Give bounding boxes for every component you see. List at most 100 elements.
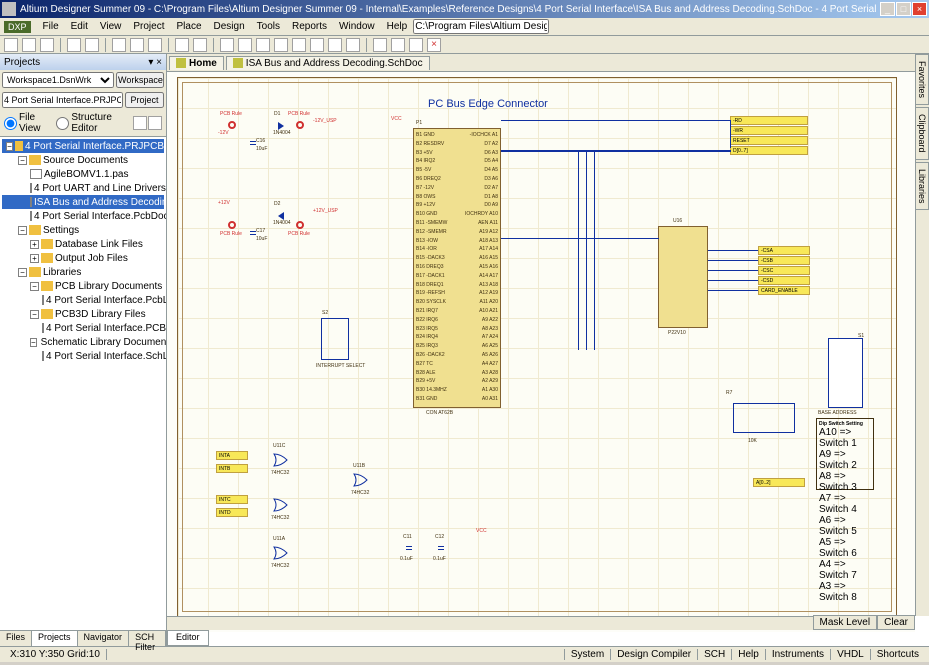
bt-mask[interactable]: Mask Level — [813, 615, 878, 630]
tb-redo-icon[interactable] — [193, 38, 207, 52]
editor-tab[interactable]: Editor — [167, 630, 209, 646]
horizontal-scrollbar[interactable] — [167, 616, 915, 630]
tb-align-icon[interactable] — [391, 38, 405, 52]
tb-sheet-icon[interactable] — [346, 38, 360, 52]
options-icon[interactable] — [148, 116, 162, 130]
schematic-canvas[interactable]: PC Bus Edge Connector B1 GNDB2 RESDRVB3 … — [167, 72, 915, 632]
tb-cut-icon[interactable] — [112, 38, 126, 52]
tree-libs[interactable]: Libraries — [43, 267, 81, 278]
diode-d1[interactable] — [278, 122, 284, 130]
project-tree[interactable]: −4 Port Serial Interface.PRJPCB −Source … — [0, 137, 166, 630]
port-intb[interactable]: INTB — [216, 464, 248, 473]
tree-pcblib1[interactable]: 4 Port Serial Interface.PcbLib — [46, 295, 166, 306]
tree-f3[interactable]: ISA Bus and Address Decoding.S — [34, 197, 166, 208]
fileview-radio[interactable]: File View — [4, 112, 50, 134]
port-csd[interactable]: -CSD — [758, 276, 810, 285]
tb-wire-icon[interactable] — [256, 38, 270, 52]
menu-project[interactable]: Project — [127, 19, 170, 34]
tree-f1[interactable]: AgileBOMV1.1.pas — [44, 169, 129, 180]
tb-part-icon[interactable] — [328, 38, 342, 52]
project-button[interactable]: Project — [125, 92, 164, 108]
project-input[interactable] — [2, 92, 123, 108]
tb-copy-icon[interactable] — [130, 38, 144, 52]
port-reset[interactable]: RESET — [730, 136, 808, 145]
tb-select-icon[interactable] — [220, 38, 234, 52]
tb-port-icon[interactable] — [310, 38, 324, 52]
port-a02[interactable]: A[0..2] — [753, 478, 805, 487]
refresh-icon[interactable] — [133, 116, 147, 130]
tb-xref-icon[interactable] — [409, 38, 423, 52]
vtab-favorites[interactable]: Favorites — [915, 54, 929, 105]
tab-home[interactable]: Home — [169, 56, 224, 70]
port-rd[interactable]: -RD — [730, 116, 808, 125]
tb-move-icon[interactable] — [238, 38, 252, 52]
tree-src[interactable]: Source Documents — [43, 155, 128, 166]
port-intd[interactable]: INTD — [216, 508, 248, 517]
status-help[interactable]: Help — [731, 649, 765, 660]
status-dc[interactable]: Design Compiler — [610, 649, 697, 660]
port-wr[interactable]: -WR — [730, 126, 808, 135]
port-csa[interactable]: -CSA — [758, 246, 810, 255]
tb-close-icon[interactable]: × — [427, 38, 441, 52]
menu-view[interactable]: View — [94, 19, 128, 34]
port-d07[interactable]: D[0..7] — [730, 146, 808, 155]
tb-new-icon[interactable] — [4, 38, 18, 52]
status-short[interactable]: Shortcuts — [870, 649, 925, 660]
ic-u16[interactable] — [658, 226, 708, 328]
gate-u11d[interactable] — [273, 498, 295, 512]
cap-c11[interactable] — [406, 543, 412, 553]
menu-edit[interactable]: Edit — [65, 19, 94, 34]
close-button[interactable]: × — [912, 2, 927, 16]
tb-open-icon[interactable] — [22, 38, 36, 52]
menu-file[interactable]: File — [37, 19, 65, 34]
tree-dblink[interactable]: Database Link Files — [55, 239, 143, 250]
status-system[interactable]: System — [564, 649, 610, 660]
tree-schlib1[interactable]: 4 Port Serial Interface.SchLib — [46, 351, 166, 362]
bt-clear[interactable]: Clear — [877, 615, 915, 630]
tb-undo-icon[interactable] — [175, 38, 189, 52]
tree-outjob[interactable]: Output Job Files — [55, 253, 128, 264]
tb-net-icon[interactable] — [292, 38, 306, 52]
status-instr[interactable]: Instruments — [765, 649, 830, 660]
workspace-button[interactable]: Workspace — [116, 72, 164, 88]
gate-u11c[interactable] — [273, 453, 295, 467]
tb-grid-icon[interactable] — [373, 38, 387, 52]
menu-help[interactable]: Help — [381, 19, 414, 34]
tb-paste-icon[interactable] — [148, 38, 162, 52]
tab-projects[interactable]: Projects — [32, 631, 78, 646]
tab-schfilter[interactable]: SCH Filter — [129, 631, 166, 646]
tree-pcb3d[interactable]: PCB3D Library Files — [55, 309, 146, 320]
tb-save-icon[interactable] — [40, 38, 54, 52]
minimize-button[interactable]: _ — [880, 2, 895, 16]
path-selector[interactable] — [413, 19, 549, 34]
vtab-libraries[interactable]: Libraries — [915, 162, 929, 211]
menu-design[interactable]: Design — [208, 19, 251, 34]
vtab-clipboard[interactable]: Clipboard — [915, 107, 929, 160]
maximize-button[interactable]: □ — [896, 2, 911, 16]
port-intc[interactable]: INTC — [216, 495, 248, 504]
port-csc[interactable]: -CSC — [758, 266, 810, 275]
tree-root[interactable]: 4 Port Serial Interface.PRJPCB — [25, 141, 164, 152]
tree-pcblib[interactable]: PCB Library Documents — [55, 281, 162, 292]
workspace-select[interactable]: Workspace1.DsnWrk — [2, 72, 114, 88]
dip-s1[interactable] — [828, 338, 863, 408]
tab-files[interactable]: Files — [0, 631, 32, 646]
tree-f2[interactable]: 4 Port UART and Line Drivers.Sc — [34, 183, 166, 194]
tb-bus-icon[interactable] — [274, 38, 288, 52]
panel-close-icon[interactable]: ▾ × — [148, 57, 162, 68]
tree-settings[interactable]: Settings — [43, 225, 79, 236]
tab-doc[interactable]: ISA Bus and Address Decoding.SchDoc — [226, 56, 430, 70]
tree-schlib[interactable]: Schematic Library Documents — [41, 337, 166, 348]
menu-tools[interactable]: Tools — [251, 19, 286, 34]
menu-place[interactable]: Place — [171, 19, 208, 34]
cap-c12[interactable] — [438, 543, 444, 553]
tree-pcb3d1[interactable]: 4 Port Serial Interface.PCB3DL — [46, 323, 166, 334]
menu-window[interactable]: Window — [333, 19, 381, 34]
structure-radio[interactable]: Structure Editor — [56, 112, 127, 134]
diode-d2[interactable] — [278, 212, 284, 220]
gate-u11b[interactable] — [353, 473, 375, 487]
status-sch[interactable]: SCH — [697, 649, 731, 660]
ic-p1[interactable]: B1 GNDB2 RESDRVB3 +5VB4 IRQ2B5 -5VB6 DRE… — [413, 128, 501, 408]
menu-reports[interactable]: Reports — [286, 19, 333, 34]
dxp-logo[interactable]: DXP — [4, 21, 31, 33]
